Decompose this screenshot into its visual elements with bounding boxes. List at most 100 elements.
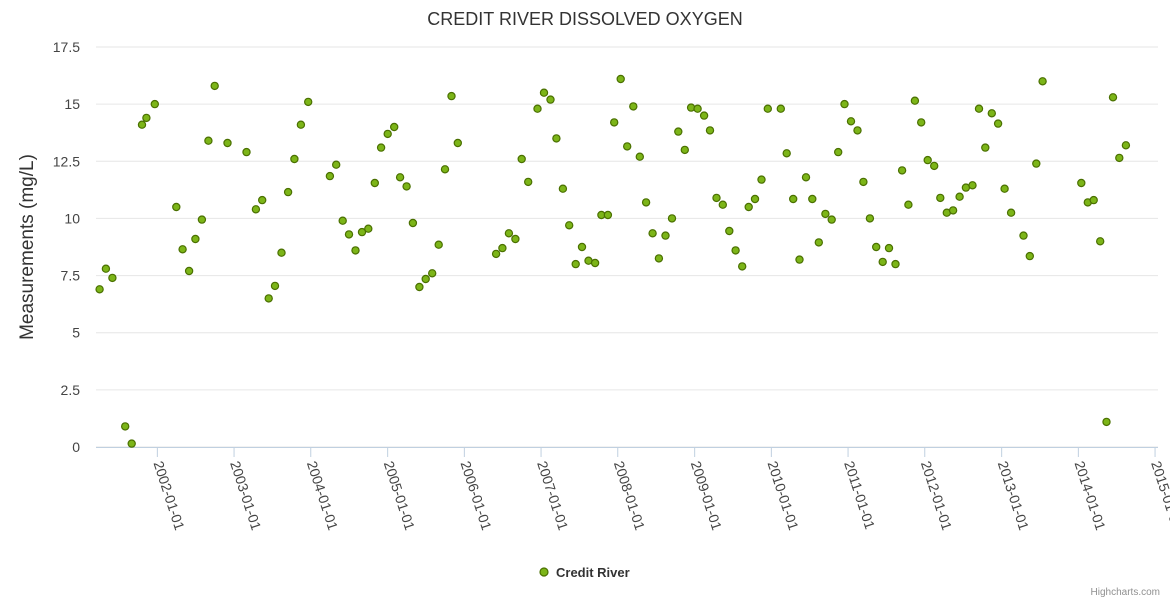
data-point[interactable] (834, 147, 843, 157)
data-point[interactable] (936, 193, 945, 203)
data-point[interactable] (654, 254, 664, 263)
data-point[interactable] (840, 99, 849, 109)
data-point[interactable] (1089, 195, 1098, 205)
data-point[interactable] (853, 126, 862, 135)
data-point[interactable] (565, 221, 574, 230)
data-point[interactable] (744, 202, 753, 212)
data-point[interactable] (641, 198, 651, 207)
data-point[interactable] (408, 218, 418, 228)
data-point[interactable] (395, 173, 405, 182)
data-point[interactable] (827, 215, 836, 224)
data-point[interactable] (577, 242, 587, 252)
data-point[interactable] (1108, 93, 1118, 102)
data-point[interactable] (296, 120, 306, 129)
data-point[interactable] (750, 194, 760, 204)
data-point[interactable] (814, 238, 824, 247)
data-point[interactable] (428, 269, 437, 278)
data-point[interactable] (1006, 208, 1016, 217)
data-point[interactable] (210, 81, 219, 91)
data-point[interactable] (623, 142, 632, 151)
data-point[interactable] (789, 194, 798, 204)
data-point[interactable] (127, 439, 136, 448)
data-point[interactable] (142, 113, 151, 123)
data-point[interactable] (338, 216, 347, 225)
data-point[interactable] (993, 119, 1003, 128)
data-point[interactable] (137, 120, 147, 129)
data-point[interactable] (667, 214, 677, 223)
data-point[interactable] (184, 266, 194, 276)
data-point[interactable] (325, 171, 335, 181)
data-point[interactable] (552, 134, 561, 143)
data-point[interactable] (357, 227, 367, 237)
data-point[interactable] (491, 249, 501, 259)
data-point[interactable] (264, 294, 273, 303)
data-point[interactable] (504, 229, 514, 238)
data-point[interactable] (344, 230, 354, 239)
data-point[interactable] (101, 264, 111, 273)
data-point[interactable] (539, 88, 549, 97)
data-point[interactable] (904, 200, 913, 209)
data-point[interactable] (981, 143, 990, 152)
data-point[interactable] (1121, 141, 1131, 150)
data-point[interactable] (776, 104, 786, 113)
data-point[interactable] (674, 127, 683, 136)
data-point[interactable] (517, 154, 526, 164)
data-point[interactable] (558, 184, 568, 193)
data-point[interactable] (351, 246, 360, 255)
data-point[interactable] (204, 136, 213, 145)
data-point[interactable] (376, 143, 386, 152)
data-point[interactable] (923, 155, 932, 165)
data-point[interactable] (364, 224, 373, 233)
data-point[interactable] (95, 285, 104, 294)
data-point[interactable] (917, 118, 926, 127)
data-point[interactable] (590, 258, 600, 268)
data-point[interactable] (178, 245, 187, 254)
data-point[interactable] (1077, 178, 1086, 188)
data-point[interactable] (680, 145, 690, 155)
data-point[interactable] (795, 255, 804, 264)
data-point[interactable] (782, 149, 791, 158)
data-point[interactable] (616, 74, 625, 84)
data-point[interactable] (571, 259, 580, 269)
data-point[interactable] (968, 181, 977, 190)
data-point[interactable] (223, 138, 232, 148)
legend-marker-icon[interactable] (539, 567, 549, 577)
data-point[interactable] (1000, 184, 1009, 193)
data-point[interactable] (370, 178, 379, 188)
data-point[interactable] (402, 182, 411, 191)
data-point[interactable] (440, 165, 450, 174)
data-point[interactable] (859, 177, 868, 187)
data-point[interactable] (725, 226, 734, 236)
data-point[interactable] (846, 117, 856, 126)
data-point[interactable] (731, 246, 740, 255)
data-point[interactable] (1102, 417, 1111, 427)
data-point[interactable] (948, 206, 958, 215)
data-point[interactable] (383, 129, 392, 139)
data-point[interactable] (434, 240, 443, 249)
data-point[interactable] (801, 173, 811, 182)
data-point[interactable] (878, 257, 887, 267)
data-point[interactable] (763, 104, 773, 113)
data-point[interactable] (821, 209, 830, 219)
data-point[interactable] (447, 91, 456, 101)
data-point[interactable] (277, 248, 286, 257)
data-point[interactable] (191, 234, 200, 244)
data-point[interactable] (258, 195, 267, 205)
data-point[interactable] (290, 154, 299, 164)
data-point[interactable] (511, 234, 520, 244)
legend[interactable]: Credit River (539, 565, 630, 580)
data-point[interactable] (738, 262, 747, 271)
data-point[interactable] (757, 175, 766, 184)
data-point[interactable] (974, 104, 984, 113)
data-point[interactable] (332, 160, 341, 169)
data-point[interactable] (897, 166, 907, 175)
data-point[interactable] (390, 122, 399, 132)
data-point[interactable] (987, 109, 997, 118)
data-point[interactable] (172, 202, 181, 212)
data-point[interactable] (884, 243, 894, 253)
data-point[interactable] (1025, 251, 1035, 261)
data-point[interactable] (1115, 153, 1124, 163)
data-point[interactable] (498, 243, 507, 253)
data-point[interactable] (910, 96, 920, 105)
data-point[interactable] (197, 215, 207, 224)
